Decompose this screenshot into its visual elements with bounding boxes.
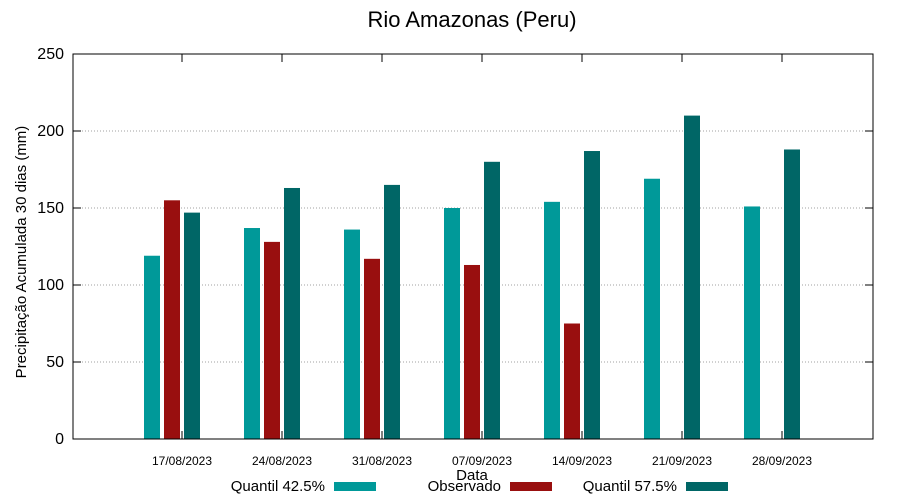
x-tick-label: 21/09/2023 xyxy=(652,454,712,468)
bar-observado-07-09-2023 xyxy=(464,264,480,439)
bar-quantil-57-5-28-09-2023 xyxy=(784,149,800,440)
plot-frame xyxy=(72,53,874,440)
chart-title: Rio Amazonas (Peru) xyxy=(367,7,576,32)
bar-observado-14-09-2023 xyxy=(564,323,580,439)
legend-label-quantil-42-5: Quantil 42.5% xyxy=(231,478,325,495)
bar-quantil-57-5-07-09-2023 xyxy=(484,161,500,440)
y-axis-label: Precipitação Acumulada 30 dias (mm) xyxy=(13,126,30,379)
bar-quantil-57-5-24-08-2023 xyxy=(284,187,300,439)
x-axis-ticks: 17/08/2023 24/08/2023 31/08/2023 07/09/2023… xyxy=(152,54,812,468)
x-tick-label: 31/08/2023 xyxy=(352,454,412,468)
bar-observado-24-08-2023 xyxy=(264,241,280,439)
x-tick-label: 28/09/2023 xyxy=(752,454,812,468)
bar-quantil-42-5-24-08-2023 xyxy=(244,228,260,439)
legend: Quantil 42.5% Observado Quantil 57.5% xyxy=(231,478,728,495)
x-tick-label: 17/08/2023 xyxy=(152,454,212,468)
bar-quantil-42-5-21-09-2023 xyxy=(644,178,660,440)
bar-quantil-57-5-21-09-2023 xyxy=(684,115,700,439)
bar-quantil-42-5-28-09-2023 xyxy=(744,206,760,439)
bar-quantil-42-5-14-09-2023 xyxy=(544,201,560,439)
y-axis-ticks: 0 50 100 150 200 250 xyxy=(37,46,873,448)
legend-swatch-quantil-57-5 xyxy=(686,482,728,491)
y-tick-label: 50 xyxy=(46,354,64,371)
x-tick-label: 14/09/2023 xyxy=(552,454,612,468)
bars xyxy=(144,115,800,440)
bar-quantil-42-5-17-08-2023 xyxy=(144,255,160,439)
bar-observado-17-08-2023 xyxy=(164,200,180,439)
legend-label-quantil-57-5: Quantil 57.5% xyxy=(583,478,677,495)
legend-label-observado: Observado xyxy=(428,478,501,495)
legend-swatch-quantil-42-5 xyxy=(334,482,376,491)
bar-quantil-57-5-31-08-2023 xyxy=(384,184,400,439)
bar-observado-31-08-2023 xyxy=(364,258,380,439)
x-tick-label: 24/08/2023 xyxy=(252,454,312,468)
x-axis-label: Data xyxy=(456,467,488,484)
bar-quantil-42-5-07-09-2023 xyxy=(444,208,460,439)
y-tick-label: 150 xyxy=(37,200,64,217)
legend-swatch-observado xyxy=(510,482,552,491)
bar-quantil-57-5-17-08-2023 xyxy=(184,212,200,439)
y-tick-label: 250 xyxy=(37,46,64,63)
x-tick-label: 07/09/2023 xyxy=(452,454,512,468)
y-tick-label: 0 xyxy=(55,431,64,448)
y-tick-label: 200 xyxy=(37,123,64,140)
bar-quantil-42-5-31-08-2023 xyxy=(344,229,360,439)
y-tick-label: 100 xyxy=(37,277,64,294)
bar-quantil-57-5-14-09-2023 xyxy=(584,151,600,439)
